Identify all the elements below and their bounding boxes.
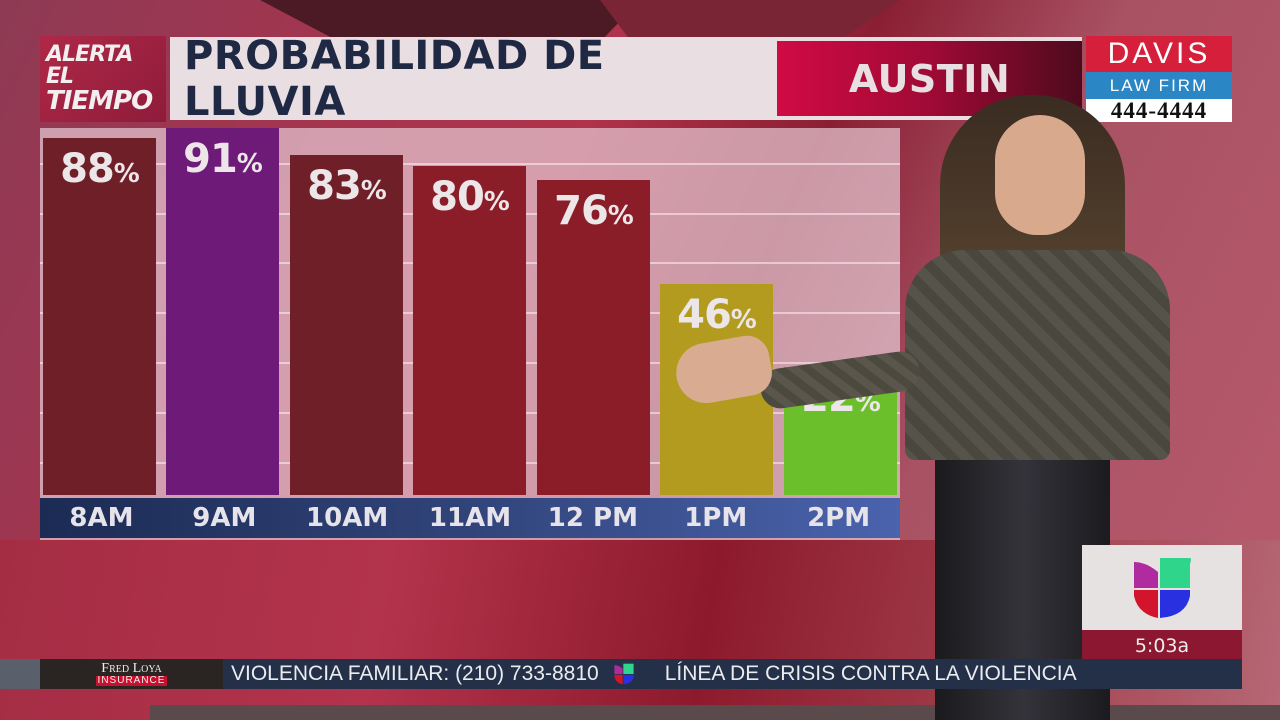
bar-10am: 83%	[290, 155, 403, 495]
gridline	[40, 163, 900, 165]
x-axis-labels: 8AM 9AM 10AM 11AM 12 PM 1PM 2PM	[40, 498, 900, 538]
ticker-item-hotline: VIOLENCIA FAMILIAR: (210) 733-8810	[231, 662, 599, 685]
x-tick: 10AM	[306, 503, 389, 533]
ticker-item-crisis-line: LÍNEA DE CRISIS CONTRA LA VIOLENCIA	[664, 662, 1077, 685]
graphic-title: PROBABILIDAD DE LLUVIA	[184, 32, 605, 125]
presenter-torso	[905, 250, 1170, 460]
davis-law-firm-ad: DAVIS LAW FIRM 444-4444	[1086, 36, 1232, 122]
x-tick: 2PM	[807, 503, 871, 533]
logo-line2: TIEMPO	[46, 86, 153, 116]
x-tick: 8AM	[69, 503, 134, 533]
logo-line1: ALERTA EL	[46, 42, 133, 89]
ad-phone: 444-4444	[1110, 98, 1208, 123]
univision-mini-icon	[613, 662, 635, 686]
clock-time: 5:03a	[1082, 630, 1242, 662]
bar-value: 91%	[183, 136, 263, 182]
news-ticker: Fred Loya INSURANCE VIOLENCIA FAMILIAR: …	[40, 659, 1242, 689]
bar-value: 88%	[60, 146, 140, 192]
bar-value: 46%	[677, 292, 757, 338]
bar-11am: 80%	[413, 166, 526, 495]
bar-value: 76%	[554, 188, 634, 234]
studio-floor	[150, 705, 1280, 720]
bar-9am: 91%	[166, 128, 279, 495]
rain-probability-chart: 88% 91% 83% 80% 76% 46% 22% 8AM 9AM 10AM…	[40, 128, 900, 540]
sponsor-tagline: INSURANCE	[95, 675, 168, 686]
bar-12pm: 76%	[537, 180, 650, 495]
x-tick: 1PM	[684, 503, 748, 533]
ticker-edge	[0, 659, 40, 689]
sponsor-name: Fred Loya	[101, 661, 162, 676]
city-label: AUSTIN	[848, 56, 1011, 101]
x-tick: 9AM	[192, 503, 257, 533]
ticker-sponsor-logo: Fred Loya INSURANCE	[40, 659, 223, 689]
city-bar: AUSTIN	[775, 37, 1082, 120]
ad-name: DAVIS	[1086, 36, 1232, 72]
x-tick: 12 PM	[547, 503, 638, 533]
bar-value: 83%	[307, 163, 387, 209]
x-tick: 11AM	[428, 503, 512, 533]
univision-logo-box	[1082, 545, 1242, 630]
univision-logo-icon	[1134, 557, 1191, 618]
background-shape	[600, 0, 900, 40]
bar-value: 80%	[430, 174, 510, 220]
bar-8am: 88%	[43, 138, 156, 495]
ad-subtitle: LAW FIRM	[1086, 72, 1232, 99]
presenter-face	[995, 115, 1085, 235]
alerta-el-tiempo-logo: ALERTA EL TIEMPO	[40, 36, 166, 122]
graphic-title-bar: PROBABILIDAD DE LLUVIA	[170, 33, 775, 125]
background-shape	[260, 0, 640, 40]
